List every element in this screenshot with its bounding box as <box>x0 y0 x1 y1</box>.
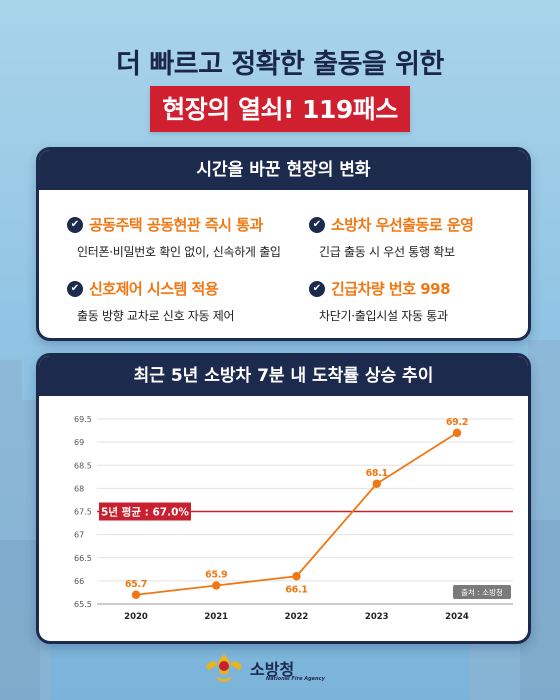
x-tick-label: 2021 <box>204 612 228 622</box>
data-point <box>131 590 141 599</box>
y-tick-label: 69 <box>74 438 84 447</box>
feature-item: ✔ 소방차 우선출동로 운영 긴급 출동 시 우선 통행 확보 <box>309 214 474 260</box>
chart-card-title: 최근 5년 소방차 7분 내 도착률 상승 추이 <box>39 356 528 396</box>
check-circle-icon: ✔ <box>67 216 83 233</box>
features-card-title: 시간을 바꾼 현장의 변화 <box>39 150 528 190</box>
average-label-box <box>99 502 191 521</box>
line-chart: 65.5 66 66.5 67 67.5 68 68.5 69 69.5 2020 2021 2022… <box>74 415 513 622</box>
y-tick-label: 66 <box>74 577 84 586</box>
y-tick-label: 68 <box>74 484 84 493</box>
y-tick-label: 67 <box>74 531 84 540</box>
feature-item: ✔ 공동주택 공동현관 즉시 통과 인터폰·비밀번호 확인 없이, 신속하게 출… <box>67 214 281 260</box>
logo-text: 소방청 <box>250 660 295 679</box>
data-label: 69.2 <box>446 417 468 428</box>
data-label: 65.9 <box>205 570 227 581</box>
x-tick-label: 2023 <box>365 612 389 622</box>
average-label: 5년 평균 : 67.0% <box>101 506 189 519</box>
feature-title: 긴급차량 번호 998 <box>331 280 451 298</box>
check-circle-icon: ✔ <box>67 280 83 297</box>
check-circle-icon: ✔ <box>309 216 325 233</box>
headline-line2: 현장의 열쇠! 119패스 <box>150 86 410 132</box>
footer-logo: 소방청 National Fire Agency <box>0 652 560 692</box>
x-tick-label: 2022 <box>285 612 309 622</box>
check-circle-icon: ✔ <box>309 280 325 297</box>
x-tick-label: 2024 <box>445 612 469 622</box>
data-label: 68.1 <box>366 468 388 479</box>
chart-card: 최근 5년 소방차 7분 내 도착률 상승 추이 65.5 66 66.5 67 67.… <box>36 353 531 644</box>
data-label: 66.1 <box>285 584 307 595</box>
y-tick-label: 68.5 <box>74 461 92 470</box>
features-card: 시간을 바꾼 현장의 변화 ✔ 공동주택 공동현관 즉시 통과 인터폰·비밀번호… <box>36 147 531 341</box>
fire-agency-emblem-icon <box>206 654 242 682</box>
data-point <box>212 581 221 590</box>
feature-item: ✔ 긴급차량 번호 998 차단기·출입시설 자동 통과 <box>309 278 451 324</box>
headline-line1: 더 빠르고 정확한 출동을 위한 <box>116 49 444 80</box>
logo-subtitle: National Fire Agency <box>266 676 325 682</box>
feature-desc: 인터폰·비밀번호 확인 없이, 신속하게 출입 <box>77 245 281 259</box>
x-tick-label: 2020 <box>124 612 148 622</box>
data-label: 65.7 <box>125 579 147 590</box>
feature-title: 신호제어 시스템 적용 <box>89 280 219 298</box>
feature-desc: 출동 방향 교차로 신호 자동 제어 <box>77 309 235 323</box>
source-text: 출처 : 소방청 <box>461 587 503 597</box>
y-tick-label: 69.5 <box>74 415 92 424</box>
data-point <box>372 479 381 488</box>
y-tick-label: 66.5 <box>74 554 92 563</box>
source-badge <box>453 585 511 599</box>
data-point <box>292 572 301 581</box>
feature-desc: 차단기·출입시설 자동 통과 <box>319 309 448 323</box>
feature-desc: 긴급 출동 시 우선 통행 확보 <box>319 245 455 259</box>
y-tick-label: 65.5 <box>74 600 92 609</box>
feature-title: 소방차 우선출동로 운영 <box>331 216 474 234</box>
y-tick-label: 67.5 <box>74 508 92 517</box>
feature-title: 공동주택 공동현관 즉시 통과 <box>89 216 263 234</box>
data-point <box>452 428 462 438</box>
feature-item: ✔ 신호제어 시스템 적용 출동 방향 교차로 신호 자동 제어 <box>67 278 235 324</box>
